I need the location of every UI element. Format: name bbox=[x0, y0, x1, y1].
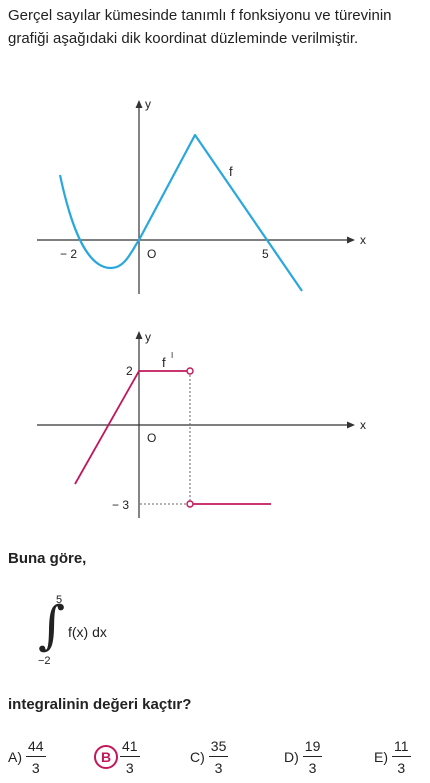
tick-label-2: 2 bbox=[126, 364, 133, 378]
integral-upper-limit: 5 bbox=[56, 594, 63, 606]
tick-label-5: 5 bbox=[262, 247, 269, 261]
y-axis-arrow bbox=[135, 331, 143, 339]
fraction-denominator: 3 bbox=[308, 760, 317, 776]
option-fraction: 35 3 bbox=[208, 737, 229, 777]
fraction-numerator: 44 bbox=[26, 737, 46, 757]
option-fraction: 44 3 bbox=[26, 737, 46, 777]
x-axis-label: x bbox=[360, 418, 366, 432]
graph-fprime-svg: x y O 2 − 3 f I bbox=[37, 330, 366, 518]
fraction-numerator: 11 bbox=[392, 737, 411, 757]
option-c[interactable]: C) 35 3 bbox=[190, 734, 229, 780]
fraction-numerator: 35 bbox=[208, 737, 229, 757]
fraction-denominator: 3 bbox=[31, 760, 40, 776]
question-text: integralinin değeri kaçtır? bbox=[8, 696, 192, 713]
origin-label: O bbox=[147, 431, 156, 445]
tick-label-neg3: − 3 bbox=[112, 498, 129, 512]
tick-label-neg2: − 2 bbox=[60, 247, 77, 261]
f-curve-label: f bbox=[229, 164, 233, 179]
answer-options: A) 44 3 B 41 3 C) 35 3 D) 19 3 E) 11 3 bbox=[0, 734, 430, 780]
option-fraction: 11 3 bbox=[392, 737, 411, 777]
x-axis-label: x bbox=[360, 233, 366, 247]
integral-sign: ∫ bbox=[38, 596, 66, 656]
fprime-curve-label: f bbox=[162, 355, 166, 370]
fprime-prime-mark: I bbox=[171, 351, 173, 360]
option-letter: D) bbox=[284, 749, 299, 765]
integral-lower-limit: −2 bbox=[38, 655, 51, 667]
option-d[interactable]: D) 19 3 bbox=[284, 734, 323, 780]
x-axis-arrow bbox=[347, 236, 355, 244]
graph-f: x y O − 2 5 f bbox=[0, 92, 430, 302]
fraction-denominator: 3 bbox=[214, 760, 223, 776]
prompt-text: Buna göre, bbox=[8, 550, 87, 567]
fraction-denominator: 3 bbox=[397, 760, 406, 776]
graph-f-svg: x y O − 2 5 f bbox=[37, 97, 366, 294]
option-b[interactable]: B 41 3 bbox=[94, 734, 140, 780]
f-curve bbox=[58, 133, 303, 292]
option-e[interactable]: E) 11 3 bbox=[374, 734, 411, 780]
origin-label: O bbox=[147, 247, 156, 261]
fraction-numerator: 41 bbox=[120, 737, 140, 757]
fprime-open-point bbox=[186, 500, 194, 508]
option-a[interactable]: A) 44 3 bbox=[8, 734, 46, 780]
problem-intro: Gerçel sayılar kümesinde tanımlı f fonks… bbox=[8, 7, 392, 47]
option-letter: E) bbox=[374, 749, 388, 765]
option-fraction: 41 3 bbox=[120, 737, 140, 777]
y-axis-label: y bbox=[145, 330, 151, 344]
option-fraction: 19 3 bbox=[302, 737, 323, 777]
y-axis-label: y bbox=[145, 97, 151, 111]
fraction-numerator: 19 bbox=[302, 737, 323, 757]
y-axis-arrow bbox=[135, 100, 143, 108]
x-axis-arrow bbox=[347, 421, 355, 429]
option-letter: A) bbox=[8, 749, 22, 765]
option-letter: C) bbox=[190, 749, 205, 765]
integrand: f(x) dx bbox=[68, 624, 107, 640]
option-letter-selected: B bbox=[94, 745, 118, 769]
graph-fprime: x y O 2 − 3 f I bbox=[0, 322, 430, 522]
integral-expression: ∫ 5 −2 f(x) dx bbox=[38, 592, 158, 672]
fprime-curve-left bbox=[74, 370, 187, 485]
fraction-denominator: 3 bbox=[125, 760, 134, 776]
fprime-open-point bbox=[186, 367, 194, 375]
